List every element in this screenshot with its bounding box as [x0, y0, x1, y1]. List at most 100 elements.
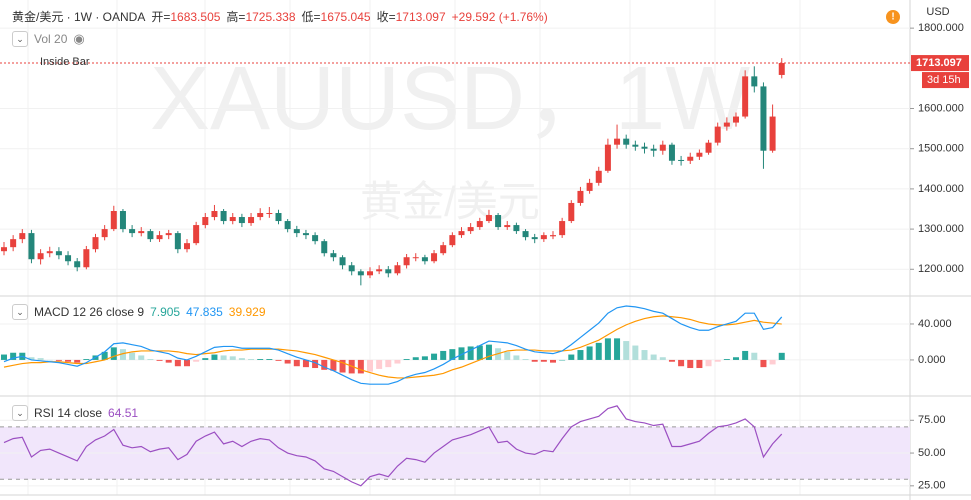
candle-body	[412, 257, 419, 259]
candle-body	[504, 225, 511, 228]
histogram-bar	[385, 359, 392, 368]
histogram-bar	[367, 359, 373, 372]
histogram-bar	[321, 359, 328, 370]
ohlc-item: 收=1713.097	[377, 8, 446, 25]
candle-body	[92, 237, 99, 250]
candle-body	[485, 215, 492, 222]
volume-legend: ⌄ Vol 20 ◉	[12, 31, 85, 47]
histogram-bar	[632, 345, 639, 360]
histogram-bar	[733, 357, 739, 360]
candle-body	[74, 261, 81, 268]
rsi-value: 64.51	[108, 406, 139, 420]
y-tick-label: 50.00	[918, 447, 946, 459]
candle-body	[595, 170, 602, 183]
histogram-bar	[55, 359, 62, 361]
candle-body	[668, 144, 675, 161]
candle-body	[431, 253, 438, 262]
candle-body	[129, 229, 136, 234]
histogram-bar	[687, 359, 694, 369]
histogram-bar	[119, 349, 126, 360]
hist-value: 7.905	[150, 305, 181, 319]
histogram-bar	[705, 359, 712, 367]
candle-body	[330, 253, 337, 258]
candle-body	[312, 235, 319, 242]
collapse[interactable]: ⌄	[12, 304, 28, 320]
histogram-bar	[312, 359, 319, 369]
histogram-bar	[376, 359, 383, 369]
candle-body	[83, 249, 90, 268]
y-tick-label: 0.000	[918, 354, 946, 366]
alert-icon[interactable]	[886, 10, 900, 24]
macd-legend: ⌄ MACD 12 26 close 9 7.905 47.835 39.929	[12, 304, 266, 320]
histogram-bar	[641, 350, 648, 360]
macd-label: MACD 12 26 close 9	[34, 305, 145, 319]
currency: USD	[926, 6, 949, 18]
candle-body	[238, 217, 245, 224]
histogram-bar	[357, 359, 364, 374]
candle-body	[211, 211, 218, 218]
candle-body	[138, 231, 145, 234]
histogram-bar	[74, 359, 81, 363]
histogram-bar	[101, 351, 108, 360]
candle-body	[550, 235, 556, 237]
signal-line	[3, 315, 782, 379]
header: 黄金/美元 · 1W · OANDA 开=1683.505 高=1725.338 低…	[12, 8, 548, 25]
histogram-bar	[37, 358, 44, 360]
candle-body	[257, 213, 264, 218]
ohlc-item: 高=1725.338	[226, 8, 295, 25]
candle-body	[367, 271, 373, 276]
symbol: 黄金/美元 · 1W · OANDA	[12, 10, 146, 24]
candle-body	[376, 269, 383, 272]
candle-body	[476, 221, 483, 228]
candle-body	[19, 233, 26, 240]
candle-body	[733, 116, 739, 123]
histogram-bar	[668, 359, 675, 362]
ohlc-value: 1725.338	[245, 10, 296, 24]
eye-icon[interactable]: ◉	[73, 31, 85, 46]
histogram-bar	[202, 358, 209, 360]
candle-body	[65, 255, 72, 262]
signal-value: 39.929	[228, 305, 266, 319]
candle-body	[147, 231, 154, 240]
candle-body	[37, 253, 44, 260]
macd-line	[3, 305, 783, 385]
ohlc-key: 高=	[226, 10, 246, 24]
last-price-box	[911, 55, 969, 72]
candle-body	[577, 190, 584, 203]
histogram-bar	[659, 357, 666, 360]
histogram-bar	[184, 359, 190, 367]
collapse[interactable]: ⌄	[12, 31, 28, 47]
candle-body	[495, 215, 502, 228]
histogram-bar	[339, 359, 346, 373]
candle-body	[614, 138, 621, 145]
candle-body	[229, 217, 236, 222]
rsi-line	[3, 405, 783, 487]
histogram-bar	[742, 350, 749, 360]
candle-body	[604, 144, 611, 171]
candle-body	[467, 227, 474, 232]
candle-body	[742, 76, 749, 117]
collapse[interactable]: ⌄	[12, 405, 28, 421]
histogram-bar	[522, 359, 529, 360]
histogram-bar	[284, 359, 291, 364]
candle-body	[174, 233, 181, 250]
alert-icon-mark: !	[891, 12, 894, 23]
watermark-sub: 黄金/美元	[360, 178, 540, 225]
histogram-bar	[28, 357, 35, 360]
histogram-bar	[220, 355, 227, 360]
candle-body	[248, 217, 255, 224]
countdown-box	[922, 72, 969, 89]
candle-body	[339, 257, 346, 266]
histogram-bar	[568, 354, 575, 360]
ohlc-key: 低=	[301, 10, 321, 24]
histogram-bar	[193, 359, 200, 362]
candle-body	[696, 152, 703, 157]
macd-value: 47.835	[186, 305, 223, 319]
candle-body	[641, 146, 648, 149]
histogram-bar	[714, 359, 721, 362]
histogram-bar	[531, 359, 538, 362]
histogram-bar	[540, 359, 547, 362]
candle-body	[458, 231, 465, 236]
